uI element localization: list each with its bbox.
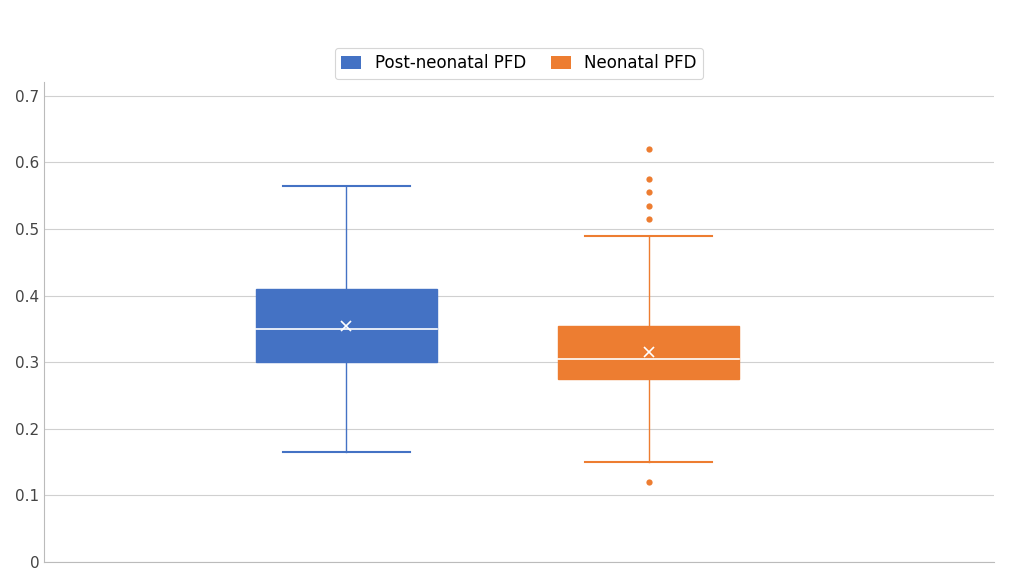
- Bar: [255, 289, 437, 362]
- Bar: [558, 326, 740, 379]
- Legend: Post-neonatal PFD, Neonatal PFD: Post-neonatal PFD, Neonatal PFD: [335, 47, 703, 79]
